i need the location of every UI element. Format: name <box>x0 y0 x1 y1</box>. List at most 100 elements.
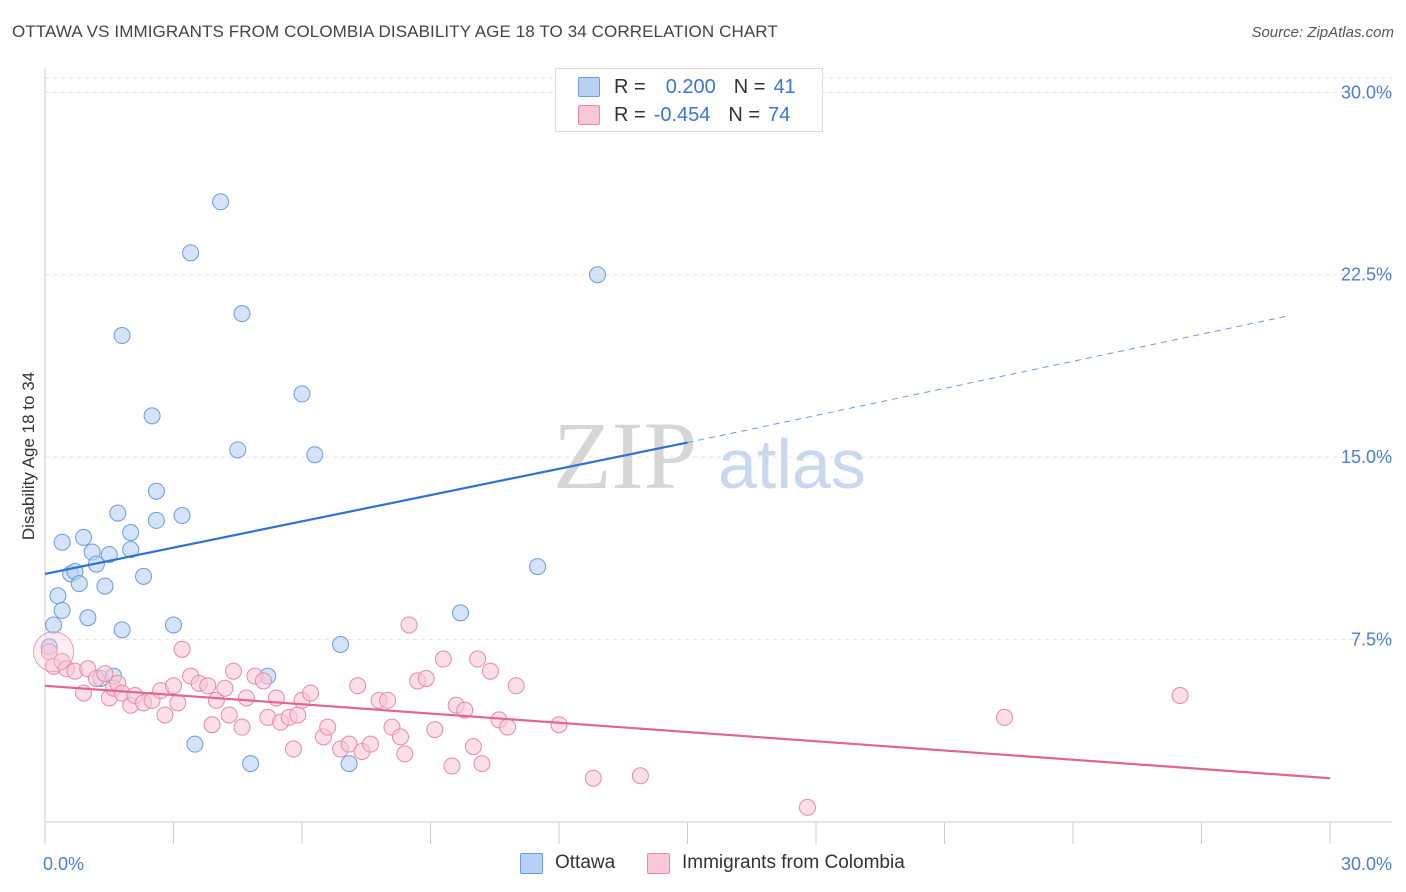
ottawa-point <box>306 446 324 464</box>
colombia-cluster-point <box>33 631 74 673</box>
ottawa-point <box>75 528 93 546</box>
colombia-point <box>96 665 114 683</box>
y-tick-label: 30.0% <box>1341 82 1392 102</box>
colombia-point <box>289 706 307 724</box>
colombia-point <box>798 798 816 816</box>
colombia-point <box>456 701 474 719</box>
x-tick-label-min: 0.0% <box>43 854 84 874</box>
ottawa-point <box>451 604 469 622</box>
ottawa-point <box>70 575 88 593</box>
ottawa-point <box>173 507 191 525</box>
legend-row-colombia: R = -0.454 N = 74 <box>578 101 790 129</box>
ottawa-point <box>332 635 350 653</box>
ottawa-point <box>242 755 260 773</box>
y-tick-label: 22.5% <box>1341 265 1392 285</box>
colombia-point <box>203 716 221 734</box>
legend-r-value: 0.200 <box>665 75 716 98</box>
bottom-legend-ottawa[interactable]: Ottawa <box>520 852 615 874</box>
colombia-point <box>237 689 255 707</box>
ottawa-point <box>113 327 131 345</box>
legend-swatch-colombia <box>578 105 600 125</box>
colombia-point <box>469 650 487 668</box>
bottom-legend-label-ottawa: Ottawa <box>555 852 616 873</box>
ottawa-point <box>147 482 165 500</box>
watermark: ZIP atlas <box>553 402 866 509</box>
colombia-point <box>995 708 1013 726</box>
ottawa-point <box>229 441 247 459</box>
y-axis-label: Disability Age 18 to 34 <box>19 372 38 540</box>
tick-labels: 7.5% 15.0% 22.5% 30.0% 0.0% 30.0% <box>43 82 1392 874</box>
ottawa-point <box>122 541 140 559</box>
ottawa-point <box>529 558 547 576</box>
colombia-point <box>284 740 302 758</box>
colombia-point <box>473 755 491 773</box>
colombia-point <box>426 721 444 739</box>
colombia-trend-line <box>44 684 1331 780</box>
y-tick-label: 7.5% <box>1351 630 1392 650</box>
colombia-point <box>379 691 397 709</box>
y-tick-label: 15.0% <box>1341 447 1392 467</box>
colombia-point <box>481 662 499 680</box>
colombia-point <box>396 745 414 763</box>
ottawa-point <box>45 616 63 634</box>
legend-box: R = 0.200 N = 41 R = -0.454 N = 74 <box>555 68 823 132</box>
ottawa-point <box>165 616 182 634</box>
legend-row-ottawa: R = 0.200 N = 41 <box>578 73 796 101</box>
colombia-point <box>584 769 602 787</box>
legend-swatch-ottawa <box>578 77 600 97</box>
gridlines <box>45 77 1392 641</box>
data-points <box>33 193 1189 816</box>
colombia-point <box>392 728 410 746</box>
source-label: Source: ZipAtlas.com <box>1251 24 1394 41</box>
colombia-point <box>443 757 461 775</box>
colombia-point <box>434 650 452 668</box>
colombia-point <box>499 718 517 736</box>
colombia-point <box>417 669 435 687</box>
colombia-point <box>173 640 191 658</box>
ottawa-point <box>340 755 358 773</box>
ottawa-trend-extension <box>687 315 1288 444</box>
legend-r-value: -0.454 <box>653 103 711 126</box>
colombia-point <box>319 718 337 736</box>
legend-n-label: N = <box>733 75 766 98</box>
bottom-legend-swatch-ottawa <box>520 852 543 874</box>
colombia-point <box>362 735 380 753</box>
ottawa-point <box>293 385 311 403</box>
ottawa-point <box>186 735 204 753</box>
colombia-point <box>631 767 649 785</box>
colombia-point <box>1171 687 1189 705</box>
colombia-point <box>340 735 358 753</box>
ottawa-point <box>233 305 251 323</box>
colombia-point <box>302 684 320 702</box>
watermark-atlas: atlas <box>718 425 866 503</box>
ottawa-point <box>212 193 230 211</box>
ottawa-point <box>182 244 200 262</box>
colombia-point <box>220 706 238 724</box>
legend-n-value: 74 <box>768 103 791 126</box>
legend-r-label: R = <box>614 103 646 126</box>
ottawa-point <box>143 407 161 425</box>
ottawa-point <box>49 587 67 605</box>
ottawa-point <box>113 621 131 639</box>
colombia-point <box>156 706 174 724</box>
x-tick-label-max: 30.0% <box>1341 854 1392 874</box>
colombia-point <box>199 677 217 695</box>
colombia-point <box>169 694 187 712</box>
bottom-legend: Ottawa Immigrants from Colombia <box>0 852 1406 878</box>
legend-n-value: 41 <box>773 75 796 98</box>
colombia-point <box>207 691 225 709</box>
chart-title: OTTAWA VS IMMIGRANTS FROM COLOMBIA DISAB… <box>12 22 778 41</box>
colombia-point <box>349 677 367 695</box>
bottom-legend-swatch-colombia <box>647 852 670 874</box>
legend-n-label: N = <box>728 103 761 126</box>
ottawa-trend-line <box>44 441 688 575</box>
ottawa-point <box>53 533 71 551</box>
ottawa-point <box>79 609 97 627</box>
colombia-point <box>550 716 568 734</box>
ottawa-point <box>109 504 127 522</box>
colombia-point <box>464 738 482 756</box>
colombia-point <box>233 718 251 736</box>
bottom-legend-colombia[interactable]: Immigrants from Colombia <box>647 852 905 874</box>
trend-lines <box>44 315 1331 780</box>
